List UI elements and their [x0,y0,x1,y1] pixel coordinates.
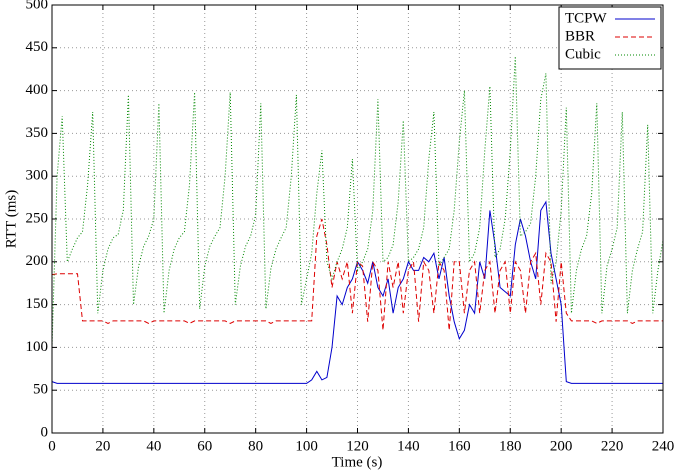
x-tick-label: 140 [397,438,420,454]
x-tick-label: 180 [499,438,522,454]
plot-frame [51,4,664,434]
series-line [51,56,664,348]
y-tick-label: 200 [26,253,49,269]
legend-label: Cubic [565,46,601,62]
legend-label: BBR [565,28,595,44]
y-tick-label: 350 [26,125,49,141]
legend-label: TCPW [565,10,608,26]
legend [558,6,662,70]
x-tick-label: 160 [448,438,471,454]
x-tick-label: 240 [652,438,675,454]
y-tick-label: 300 [26,168,49,184]
y-tick-label: 0 [41,424,49,440]
x-tick-label: 0 [48,438,56,454]
x-tick-label: 220 [601,438,624,454]
x-tick-label: 40 [146,438,161,454]
y-tick-label: 400 [26,82,49,98]
y-tick-label: 500 [26,0,49,12]
y-tick-label: 450 [26,39,49,55]
x-tick-label: 100 [295,438,318,454]
x-tick-label: 120 [346,438,369,454]
series-line [51,218,663,331]
x-tick-label: 80 [248,438,263,454]
x-tick-label: 60 [197,438,212,454]
x-tick-label: 200 [550,438,573,454]
y-tick-label: 50 [33,382,48,398]
y-axis-label: RTT (ms) [3,190,19,248]
y-tick-label: 150 [26,296,49,312]
x-axis-label: Time (s) [332,454,383,470]
y-tick-label: 250 [26,210,49,226]
y-tick-label: 100 [26,339,49,355]
legend-box [558,6,662,70]
x-tick-label: 20 [95,438,110,454]
